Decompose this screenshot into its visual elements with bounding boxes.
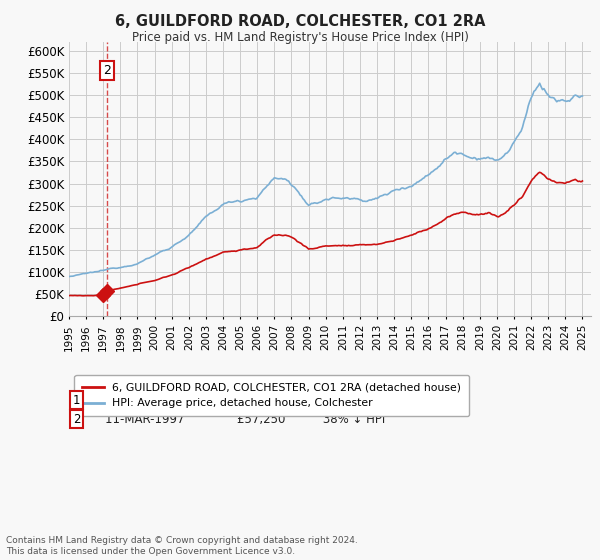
Text: 2: 2	[73, 413, 80, 426]
Text: 02-JAN-1997              £49,000          47% ↓ HPI: 02-JAN-1997 £49,000 47% ↓ HPI	[90, 394, 380, 407]
Text: 2: 2	[103, 64, 111, 77]
Text: 1: 1	[73, 394, 80, 407]
Text: Price paid vs. HM Land Registry's House Price Index (HPI): Price paid vs. HM Land Registry's House …	[131, 31, 469, 44]
Text: 6, GUILDFORD ROAD, COLCHESTER, CO1 2RA: 6, GUILDFORD ROAD, COLCHESTER, CO1 2RA	[115, 14, 485, 29]
Text: 11-MAR-1997              £57,250          38% ↓ HPI: 11-MAR-1997 £57,250 38% ↓ HPI	[90, 413, 385, 426]
Legend: 6, GUILDFORD ROAD, COLCHESTER, CO1 2RA (detached house), HPI: Average price, det: 6, GUILDFORD ROAD, COLCHESTER, CO1 2RA (…	[74, 375, 469, 416]
Text: Contains HM Land Registry data © Crown copyright and database right 2024.
This d: Contains HM Land Registry data © Crown c…	[6, 536, 358, 556]
